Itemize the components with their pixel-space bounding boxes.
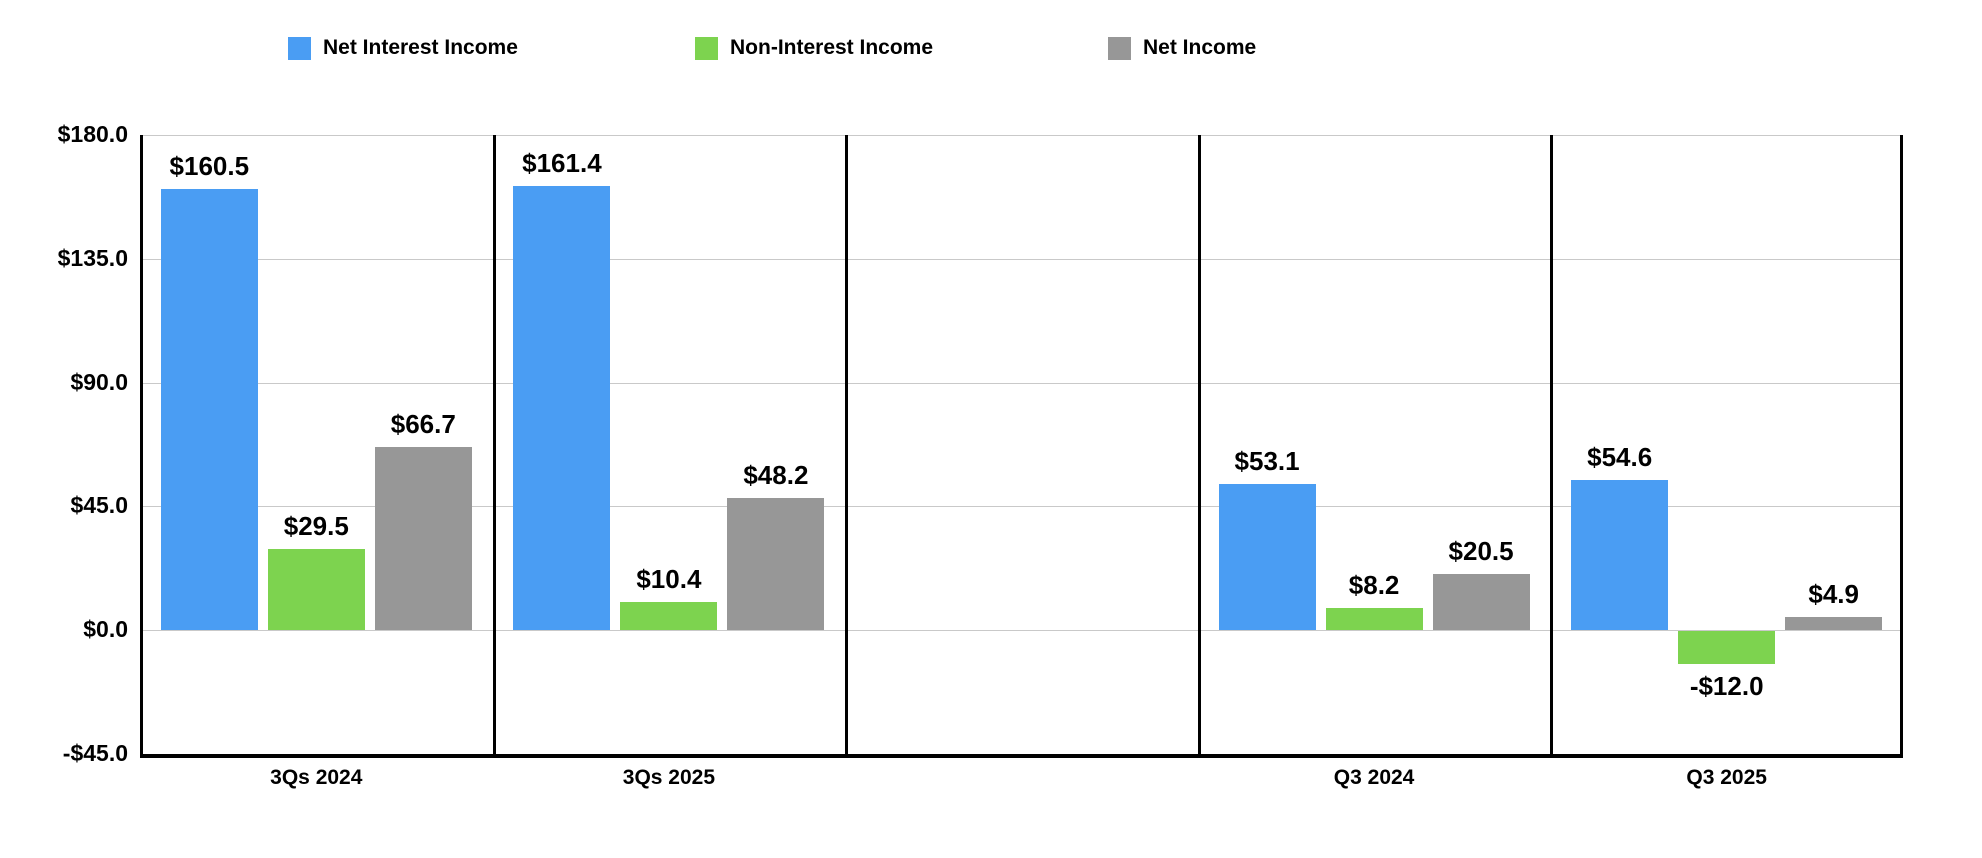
gridline [140,506,1903,508]
legend-swatch-net-income-icon [1108,36,1131,60]
legend-swatch-non-interest-income-icon [695,36,718,60]
x-axis-label: Q3 2024 [1333,766,1415,789]
bar-non-interest-income [1325,607,1423,631]
x-axis-label: 3Qs 2024 [270,766,363,789]
bar-net-interest-income [160,188,258,631]
legend-item-net-interest-income: Net Interest Income [288,36,518,60]
bar-non-interest-income [267,549,365,631]
bar-value-label: $54.6 [1587,441,1653,472]
gridline [140,135,1903,136]
bar-value-label: $161.4 [522,148,602,179]
x-axis-label: 3Qs 2025 [622,766,716,789]
bar-net-interest-income [1218,484,1316,631]
bar-net-income [727,497,825,631]
legend-label: Net Interest Income [323,36,518,59]
panel-separator-line [140,135,143,754]
bar-value-label: $29.5 [283,511,349,542]
y-tick-label: $90.0 [70,368,128,395]
panel-separator-line [1197,135,1201,754]
panel-separator-line [845,135,849,754]
legend-label: Net Income [1143,36,1257,59]
bar-value-label: $20.5 [1448,535,1514,566]
bar-non-interest-income [1678,631,1776,665]
y-tick-label: $45.0 [70,492,128,519]
bar-value-label: $8.2 [1348,569,1400,600]
bar-net-interest-income [1571,479,1669,631]
legend-swatch-net-interest-income-icon [288,36,311,60]
bar-net-interest-income [513,186,611,631]
bar-value-label: $160.5 [169,150,250,181]
bar-net-income [374,446,472,631]
y-tick-label: $0.0 [83,616,128,643]
bar-value-label: $53.1 [1234,446,1300,477]
x-axis-label: Q3 2025 [1686,766,1767,789]
bar-value-label: $66.7 [390,408,456,439]
y-tick-label: -$45.0 [62,740,128,766]
plot-area: $160.5 $29.5 $66.7 $161.4 $10.4 $48.2 $53.1 $8.… [140,135,1903,758]
bar-value-label: -$12.0 [1689,671,1764,702]
legend-item-net-income: Net Income [1108,36,1256,60]
panel-separator-line [1550,135,1554,754]
bar-net-income [1432,573,1530,631]
bar-non-interest-income [620,601,718,631]
y-tick-label: $135.0 [57,244,128,271]
bar-net-income [1785,616,1883,631]
panel-separator-line [492,135,496,754]
legend-item-non-interest-income: Non-Interest Income [695,36,933,60]
panel-separator-line [1900,135,1903,754]
bar-value-label: $10.4 [636,563,702,594]
bar-value-label: $48.2 [743,459,809,490]
legend-label: Non-Interest Income [730,36,934,59]
gridline [140,258,1903,260]
gridline [140,630,1903,632]
gridline [140,382,1903,384]
bar-value-label: $4.9 [1808,578,1859,609]
y-tick-label: $180.0 [57,121,128,147]
